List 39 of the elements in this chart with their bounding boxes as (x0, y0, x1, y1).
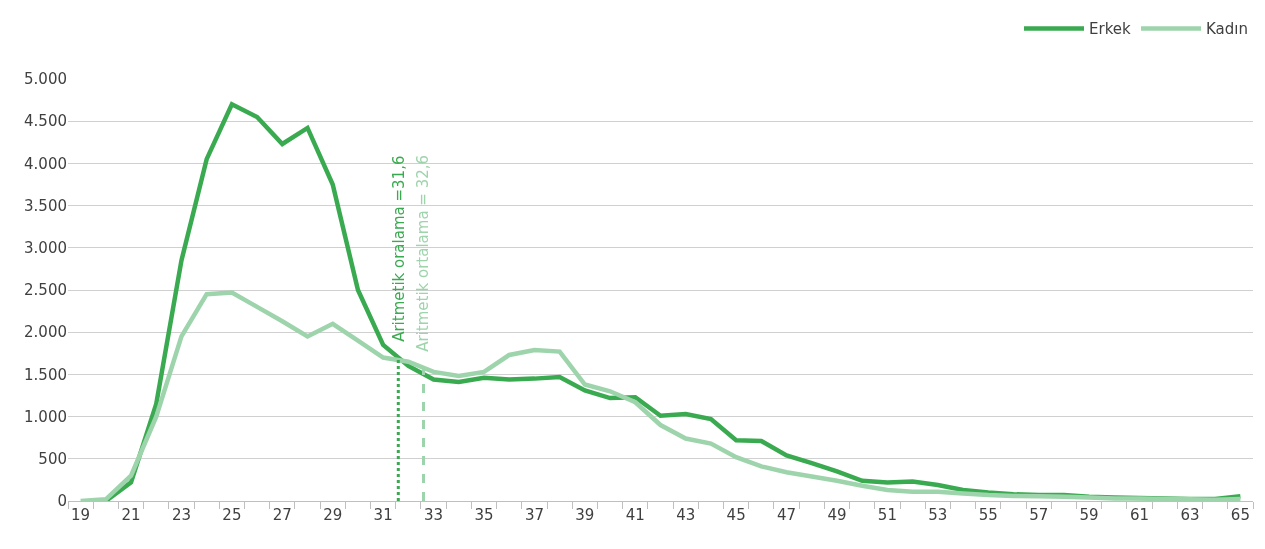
x-tick-label: 53 (928, 506, 948, 524)
y-tick-label: 0 (57, 492, 67, 511)
legend-label: Erkek (1089, 20, 1132, 39)
x-tick-label: 21 (121, 506, 141, 524)
y-tick-label: 500 (38, 450, 67, 469)
ref-line-label: Aritmetik oralama =31,6 (389, 155, 408, 342)
y-tick-label: 1.500 (24, 365, 67, 384)
x-tick-label: 49 (827, 506, 847, 524)
x-tick-label: 19 (71, 506, 91, 524)
x-tick-label: 23 (171, 506, 192, 524)
x-tick-label: 37 (524, 506, 544, 524)
x-tick-label: 45 (726, 506, 746, 524)
x-tick-label: 41 (625, 506, 645, 524)
y-tick-label: 1.000 (24, 407, 67, 426)
x-tick-label: 25 (222, 506, 242, 524)
y-tick-label: 4.000 (24, 154, 67, 173)
y-tick-label: 2.500 (24, 281, 67, 300)
y-tick-label: 5.000 (24, 70, 67, 89)
x-tick-label: 61 (1129, 506, 1150, 524)
x-tick-label: 33 (424, 506, 444, 524)
x-tick-label: 65 (1230, 506, 1250, 524)
y-tick-label: 3.000 (24, 239, 67, 258)
x-tick-label: 47 (777, 506, 797, 524)
y-tick-label: 3.500 (24, 196, 67, 215)
x-tick-label: 57 (1029, 506, 1049, 524)
y-tick-label: 4.500 (24, 112, 67, 131)
y-tick-label: 2.000 (24, 323, 67, 342)
x-tick-label: 63 (1180, 506, 1200, 524)
legend-label: Kadın (1206, 20, 1248, 39)
x-tick-label: 29 (323, 506, 343, 524)
x-tick-label: 31 (373, 506, 393, 524)
x-tick-label: 51 (877, 506, 897, 524)
x-tick-label: 59 (1079, 506, 1099, 524)
x-tick-label: 27 (272, 506, 292, 524)
x-tick-label: 55 (978, 506, 998, 524)
x-tick-label: 43 (676, 506, 696, 524)
x-tick-label: 35 (474, 506, 494, 524)
ref-line-label: Aritmetik ortalama = 32,6 (414, 154, 433, 352)
x-tick-label: 39 (575, 506, 595, 524)
